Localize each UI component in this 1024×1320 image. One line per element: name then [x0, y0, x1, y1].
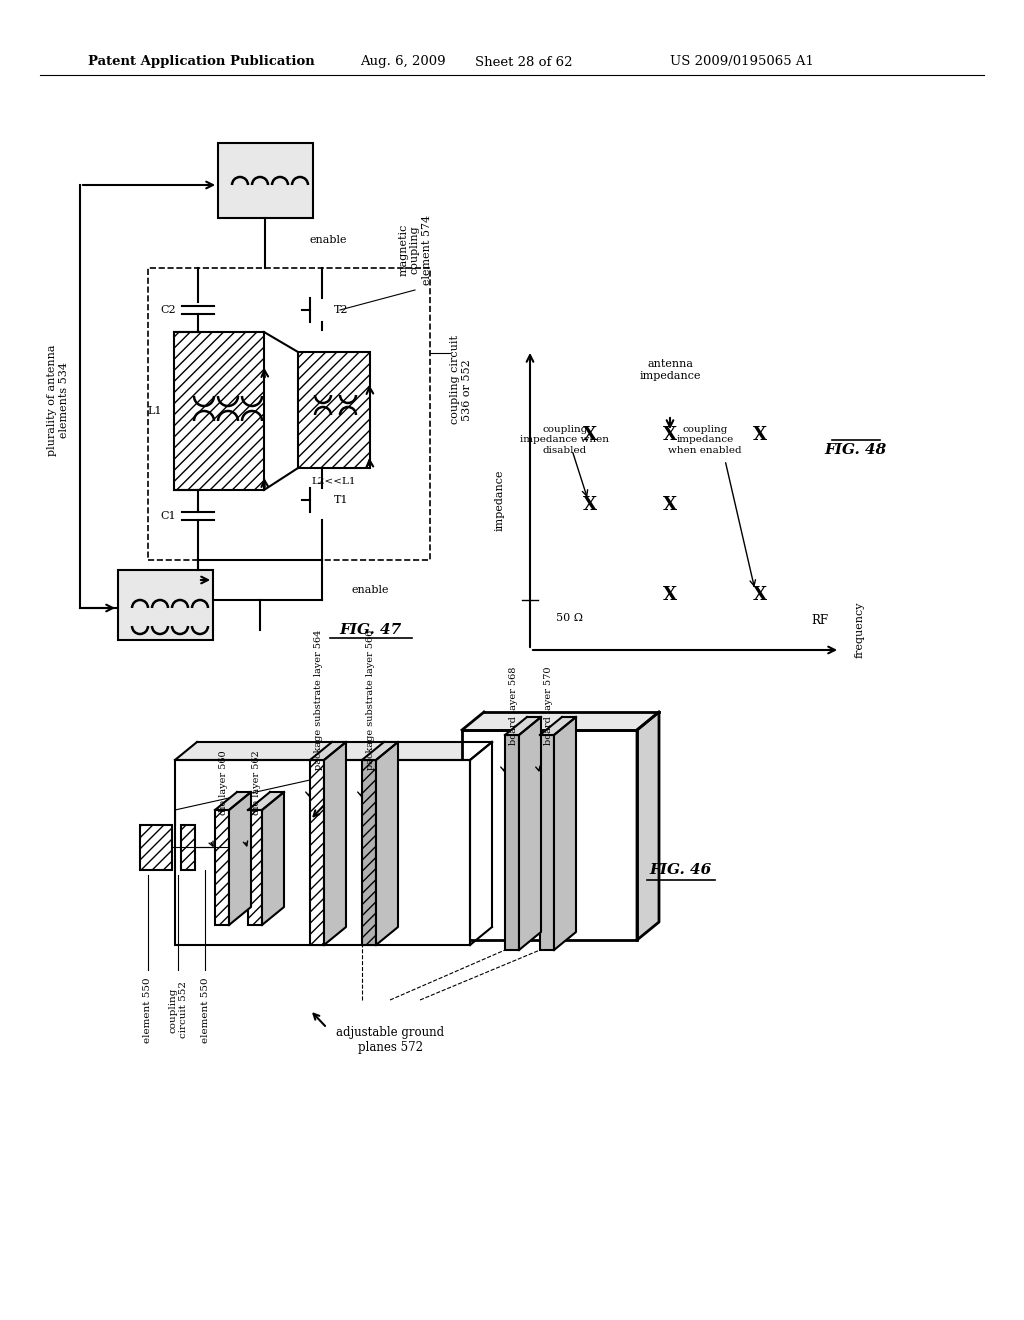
- Text: L2<<L1: L2<<L1: [311, 478, 356, 487]
- Text: enable: enable: [352, 585, 389, 595]
- Bar: [218, 143, 313, 218]
- Polygon shape: [505, 717, 541, 735]
- Text: antenna
impedance: antenna impedance: [639, 359, 700, 380]
- Polygon shape: [376, 742, 398, 945]
- Text: coupling circuit: coupling circuit: [450, 335, 460, 425]
- Text: adjustable ground
planes 572: adjustable ground planes 572: [336, 1026, 444, 1053]
- Text: Aug. 6, 2009: Aug. 6, 2009: [360, 55, 445, 69]
- Polygon shape: [175, 742, 492, 760]
- Bar: [540, 735, 554, 950]
- Text: plurality of antenna
elements 534: plurality of antenna elements 534: [47, 345, 69, 455]
- Text: element 550: element 550: [143, 977, 153, 1043]
- Polygon shape: [324, 742, 346, 945]
- Bar: [462, 730, 637, 940]
- Polygon shape: [362, 742, 398, 760]
- Text: die layer 562: die layer 562: [252, 750, 261, 814]
- Text: C2: C2: [161, 305, 176, 315]
- Text: frequency: frequency: [855, 602, 865, 659]
- Polygon shape: [554, 717, 575, 950]
- Polygon shape: [519, 717, 541, 950]
- Polygon shape: [248, 792, 284, 810]
- Text: package substrate layer 566: package substrate layer 566: [366, 630, 375, 770]
- Text: magnetic
coupling
element 574: magnetic coupling element 574: [398, 215, 431, 285]
- Text: 50 Ω: 50 Ω: [556, 612, 584, 623]
- Bar: [248, 810, 262, 925]
- Text: enable: enable: [310, 235, 347, 246]
- Text: coupling
impedance
when enabled: coupling impedance when enabled: [669, 425, 741, 455]
- Bar: [298, 352, 370, 469]
- Polygon shape: [540, 717, 575, 735]
- Text: FIG. 48: FIG. 48: [824, 444, 886, 457]
- Text: FIG. 47: FIG. 47: [339, 623, 401, 638]
- Text: T2: T2: [334, 305, 348, 315]
- Text: X: X: [583, 426, 597, 444]
- Text: board layer 570: board layer 570: [544, 667, 553, 744]
- Text: T1: T1: [334, 495, 348, 506]
- Text: X: X: [753, 586, 767, 605]
- Polygon shape: [637, 711, 659, 940]
- Bar: [174, 333, 264, 490]
- Polygon shape: [462, 711, 659, 730]
- Text: impedance: impedance: [495, 469, 505, 531]
- Text: X: X: [663, 586, 677, 605]
- Polygon shape: [215, 792, 251, 810]
- Text: C1: C1: [161, 511, 176, 521]
- Text: X: X: [583, 496, 597, 513]
- Bar: [181, 825, 195, 870]
- Bar: [148, 268, 430, 560]
- Polygon shape: [310, 742, 346, 760]
- Polygon shape: [470, 742, 492, 945]
- Text: X: X: [753, 426, 767, 444]
- Polygon shape: [262, 792, 284, 925]
- Text: coupling
impedance when
disabled: coupling impedance when disabled: [520, 425, 609, 455]
- Text: X: X: [663, 496, 677, 513]
- Text: element 550: element 550: [201, 977, 210, 1043]
- Text: US 2009/0195065 A1: US 2009/0195065 A1: [670, 55, 814, 69]
- Text: RF: RF: [811, 614, 828, 627]
- Polygon shape: [229, 792, 251, 925]
- Text: die layer 560: die layer 560: [219, 750, 228, 814]
- Text: FIG. 46: FIG. 46: [649, 863, 711, 876]
- Text: 536 or 552: 536 or 552: [462, 359, 472, 421]
- Bar: [118, 570, 213, 640]
- Text: L1: L1: [147, 407, 162, 416]
- Bar: [362, 760, 376, 945]
- Bar: [505, 735, 519, 950]
- Text: board layer 568: board layer 568: [509, 667, 518, 744]
- Bar: [140, 825, 172, 870]
- Text: package substrate layer 564: package substrate layer 564: [314, 630, 323, 770]
- Text: Sheet 28 of 62: Sheet 28 of 62: [475, 55, 572, 69]
- Text: coupling
circuit 552: coupling circuit 552: [168, 982, 187, 1039]
- Bar: [215, 810, 229, 925]
- Bar: [310, 760, 324, 945]
- Text: X: X: [663, 426, 677, 444]
- Text: Patent Application Publication: Patent Application Publication: [88, 55, 314, 69]
- Bar: [175, 760, 470, 945]
